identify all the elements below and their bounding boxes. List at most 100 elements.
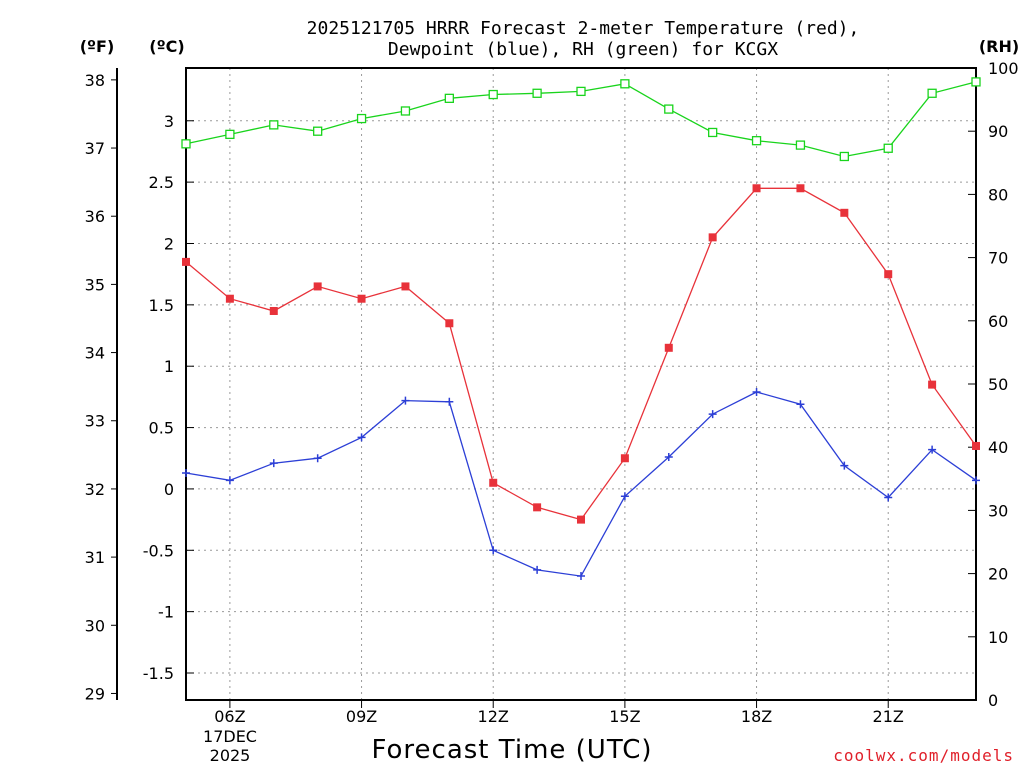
chart-title-line-1: 2025121705 HRRR Forecast 2-meter Tempera… bbox=[307, 18, 860, 39]
chart-title-line-2: Dewpoint (blue), RH (green) for KCGX bbox=[388, 39, 778, 60]
dewpoint-point bbox=[884, 493, 893, 502]
rh-point bbox=[313, 126, 323, 136]
celsius-tick-label: -0.5 bbox=[143, 541, 174, 560]
temperature-point bbox=[796, 184, 805, 193]
x-axis-title: Forecast Time (UTC) bbox=[371, 735, 652, 765]
rh-tick-label: 90 bbox=[988, 122, 1008, 141]
fahrenheit-tick-label: 36 bbox=[85, 207, 105, 226]
fahrenheit-tick-label: 32 bbox=[85, 480, 105, 499]
rh-point bbox=[444, 93, 454, 103]
temperature-point bbox=[401, 282, 410, 291]
rh-point bbox=[269, 120, 279, 130]
dewpoint-point bbox=[489, 546, 498, 555]
dewpoint-point bbox=[620, 492, 629, 501]
rh-tick-label: 30 bbox=[988, 501, 1008, 520]
fahrenheit-tick-label: 37 bbox=[85, 139, 105, 158]
temperature-point bbox=[972, 441, 980, 450]
celsius-tick-label: -1.5 bbox=[143, 664, 174, 683]
x-tick-label: 18Z bbox=[741, 707, 772, 726]
rh-tick-label: 10 bbox=[988, 628, 1008, 647]
dewpoint-point bbox=[401, 396, 410, 405]
celsius-tick-label: -1 bbox=[158, 603, 174, 622]
x-tick-label: 09Z bbox=[346, 707, 377, 726]
x-tick-label: 21Z bbox=[873, 707, 904, 726]
celsius-tick-label: 2.5 bbox=[149, 173, 174, 192]
temperature-point bbox=[620, 454, 629, 463]
dewpoint-point bbox=[972, 476, 980, 485]
dewpoint-point bbox=[445, 397, 454, 406]
x-tick-label: 15Z bbox=[609, 707, 640, 726]
temperature-point bbox=[445, 319, 454, 328]
grid-layer bbox=[186, 68, 976, 700]
rh-point bbox=[620, 79, 630, 89]
rh-point bbox=[576, 86, 586, 97]
temperature-point bbox=[752, 184, 761, 193]
temperature-point bbox=[313, 282, 322, 291]
temperature-point bbox=[664, 343, 673, 352]
dewpoint-point bbox=[664, 453, 673, 462]
rh-tick-label: 40 bbox=[988, 438, 1008, 457]
rh-tick-label: 80 bbox=[988, 185, 1008, 204]
celsius-tick-label: 2 bbox=[164, 234, 174, 253]
temperature-point bbox=[357, 294, 366, 303]
date-label-day: 17DEC bbox=[203, 727, 257, 746]
rh-tick-label: 100 bbox=[988, 59, 1019, 78]
rh-point bbox=[356, 113, 367, 124]
rh-point bbox=[225, 129, 235, 140]
fahrenheit-unit-label: (ºF) bbox=[80, 37, 115, 56]
dewpoint-point bbox=[752, 387, 761, 396]
dewpoint-point bbox=[928, 445, 937, 454]
date-label-year: 2025 bbox=[210, 746, 251, 765]
dewpoint-point bbox=[708, 410, 717, 419]
temperature-point bbox=[225, 294, 234, 303]
source-credit: coolwx.com/models bbox=[833, 746, 1014, 765]
axis-ticks: -1.5 -1 -0.5 0 0.5 1 1.5 2 2.5 3 06Z 09Z 12Z 15Z 18Z 21… bbox=[85, 59, 1019, 726]
dewpoint-point bbox=[182, 468, 190, 477]
rh-point bbox=[839, 151, 849, 162]
rh-point bbox=[971, 77, 981, 87]
temperature-line bbox=[185, 187, 977, 521]
celsius-unit-label: (ºC) bbox=[149, 37, 184, 56]
rh-tick-label: 70 bbox=[988, 249, 1008, 268]
rh-tick-label: 50 bbox=[988, 375, 1008, 394]
temperature-point bbox=[489, 478, 498, 487]
rh-point bbox=[488, 89, 498, 100]
rh-point bbox=[532, 88, 542, 98]
dewpoint-point bbox=[840, 461, 849, 470]
dewpoint-line bbox=[185, 391, 977, 577]
dewpoint-point bbox=[357, 433, 366, 442]
x-tick-label: 06Z bbox=[214, 707, 245, 726]
celsius-tick-label: 0.5 bbox=[149, 419, 174, 438]
series-layer bbox=[181, 77, 981, 581]
dewpoint-point bbox=[796, 400, 805, 409]
temperature-point bbox=[928, 380, 937, 389]
x-tick-label: 12Z bbox=[478, 707, 509, 726]
temperature-point bbox=[708, 233, 717, 242]
dewpoint-point bbox=[577, 572, 585, 581]
rh-point bbox=[708, 127, 718, 138]
rh-point bbox=[927, 88, 937, 98]
dewpoint-point bbox=[225, 476, 234, 485]
fahrenheit-tick-label: 35 bbox=[85, 275, 105, 294]
rh-point bbox=[400, 106, 411, 116]
celsius-tick-label: 1 bbox=[164, 357, 174, 376]
temperature-point bbox=[884, 270, 893, 279]
rh-unit-label: (RH) bbox=[979, 37, 1019, 56]
temperature-point bbox=[577, 515, 585, 524]
fahrenheit-tick-label: 38 bbox=[85, 71, 105, 90]
rh-point bbox=[181, 139, 191, 149]
rh-tick-label: 20 bbox=[988, 565, 1008, 584]
fahrenheit-tick-label: 29 bbox=[85, 684, 105, 703]
temperature-point bbox=[182, 257, 190, 266]
rh-point bbox=[751, 136, 762, 146]
celsius-tick-label: 3 bbox=[164, 112, 174, 131]
dewpoint-point bbox=[269, 459, 278, 468]
temperature-point bbox=[533, 503, 542, 512]
celsius-tick-label: 0 bbox=[164, 480, 174, 499]
rh-tick-label: 0 bbox=[988, 691, 998, 710]
temperature-point bbox=[269, 306, 278, 315]
dewpoint-point bbox=[313, 454, 322, 463]
fahrenheit-tick-label: 33 bbox=[85, 412, 105, 431]
rh-point bbox=[883, 143, 893, 153]
dewpoint-point bbox=[533, 565, 542, 574]
